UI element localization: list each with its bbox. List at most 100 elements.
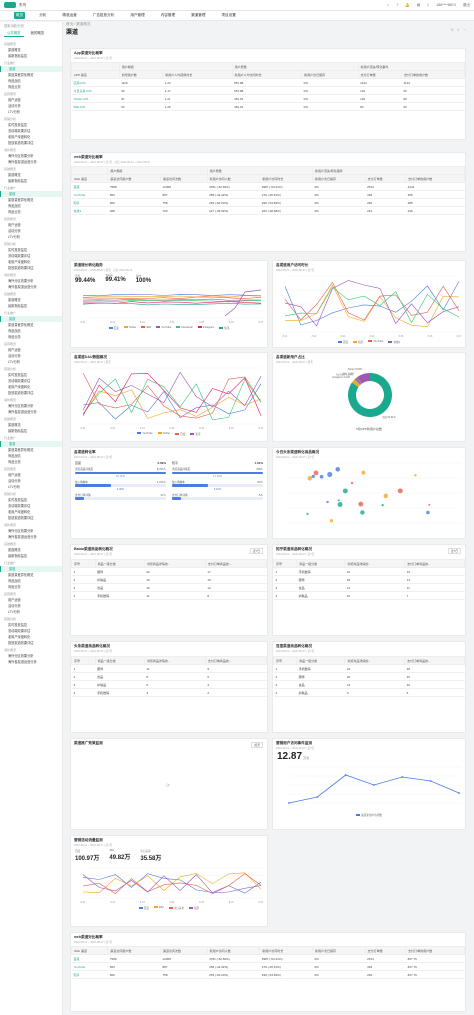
column-header[interactable]: Web 渠道 — [70, 946, 109, 955]
scatter-point[interactable] — [361, 470, 366, 475]
column-header[interactable]: 支付订单的用户数 — [405, 174, 465, 183]
column-header[interactable]: Web 渠道 — [70, 174, 109, 183]
sidebar-item[interactable]: 最新指标监控 — [8, 428, 28, 433]
sidebar-item[interactable]: LTV分析 — [8, 359, 20, 364]
table-row[interactable]: 1 手机数码 21 16 — [273, 567, 465, 576]
sidebar-item[interactable]: 活动分析 — [8, 603, 21, 608]
table-row[interactable]: 应用-iOS 1116 1.23 857.88 0% 1444 1124 — [71, 78, 465, 87]
column-header[interactable]: 渠道访问次数 — [160, 946, 208, 955]
sidebar-item[interactable]: 海外各渠道运营分析 — [8, 659, 37, 664]
tab-public[interactable]: 公共概览 — [4, 29, 24, 37]
table-row[interactable]: 知乎 600 758 253 (-52.20%) 290 (-54.83%) 0% 260 2… — [71, 198, 465, 207]
nav-overview[interactable]: 概览 — [14, 12, 26, 19]
table-row[interactable]: 在线1 468 700 227 (-45.62%) 263 (-48.68%) 0% 212… — [71, 206, 465, 215]
sidebar-item[interactable]: 用户运营 — [8, 97, 21, 102]
exit-link[interactable]: 退出 — [462, 2, 470, 7]
legend-item[interactable]: Twitter — [157, 432, 170, 436]
scatter-point[interactable] — [307, 475, 313, 481]
column-header[interactable]: 新用户访问时长 — [259, 946, 313, 955]
column-header[interactable]: 支付订单量 — [364, 174, 407, 183]
sidebar-item[interactable]: 实时投放监控 — [8, 122, 28, 127]
sidebar-item[interactable]: 海外分区效果分析 — [8, 528, 34, 533]
scatter-point[interactable] — [383, 493, 389, 499]
sidebar-item[interactable]: 活动分析 — [8, 228, 21, 233]
pie-slice[interactable] — [357, 373, 370, 384]
table-row[interactable]: 3 食品 16 12 — [71, 583, 267, 592]
pie-slice[interactable] — [351, 379, 361, 388]
column-header[interactable]: 浏览商品详情的... — [344, 559, 406, 568]
sidebar-item[interactable]: 渠道概览 — [8, 422, 21, 427]
sidebar-item[interactable]: 渠道量差异化概览 — [8, 197, 34, 202]
sidebar-item[interactable]: 商品战绩 — [8, 203, 21, 208]
nav-users[interactable]: 用户管理 — [130, 13, 145, 17]
sidebar-item[interactable]: 渠道 — [0, 191, 62, 197]
column-header[interactable]: 序号 — [272, 656, 298, 665]
scatter-point[interactable] — [313, 470, 319, 476]
help-icon[interactable]: ? — [396, 3, 399, 7]
sidebar-item[interactable]: 老用户深度转化 — [8, 259, 31, 264]
table-row[interactable]: 4 手机数码 3 2 — [71, 688, 267, 697]
column-header[interactable]: 序号 — [71, 559, 96, 568]
table-row[interactable]: 2 护肤品 19 15 — [71, 575, 267, 584]
range-select[interactable]: 近7日 — [249, 548, 263, 554]
sidebar-item[interactable]: 用户运营 — [8, 472, 21, 477]
legend-item[interactable]: iMkt — [141, 326, 151, 330]
scatter-point[interactable] — [326, 500, 329, 504]
sidebar-item[interactable]: 渠道量差异化概览 — [8, 572, 34, 577]
sidebar-item[interactable]: 最新指标监控 — [8, 303, 28, 308]
sidebar-item[interactable]: 实时投放监控 — [8, 247, 28, 252]
refresh-icon[interactable]: ↻ — [450, 28, 454, 32]
column-header[interactable]: 浏览商品详情的... — [143, 656, 206, 665]
sidebar-item[interactable]: 商品战绩 — [8, 578, 21, 583]
sidebar-item[interactable]: 海外分区效果分析 — [8, 153, 34, 158]
legend-item[interactable]: 在线1 — [388, 340, 400, 344]
sidebar-item[interactable]: 老用户深度转化 — [8, 134, 31, 139]
sidebar-item[interactable]: 活动分析 — [8, 353, 21, 358]
table-row[interactable]: 1 服饰 22 17 — [71, 567, 267, 576]
sidebar-item[interactable]: 用户运营 — [8, 347, 21, 352]
sidebar-item[interactable]: 渠道量差异化概览 — [8, 322, 34, 327]
table-row[interactable]: 3 食品 14 11 — [273, 583, 465, 592]
sidebar-item[interactable]: 商品战绩 — [8, 328, 21, 333]
column-header[interactable]: 支付订单商品的... — [204, 559, 268, 568]
sidebar-item[interactable]: 商品业务 — [8, 584, 21, 589]
column-header[interactable]: APP 渠道 — [71, 70, 120, 79]
table-row[interactable]: 4 护肤品 9 6 — [273, 688, 465, 697]
sidebar-item[interactable]: 渠道 — [0, 441, 62, 447]
sidebar-item[interactable]: 渠道量差异化概览 — [8, 72, 34, 77]
column-header[interactable]: 商品一级分类 — [94, 656, 145, 665]
tab-mine[interactable]: 我的概览 — [30, 31, 45, 35]
sidebar-item[interactable]: LTV分析 — [8, 484, 20, 489]
scatter-point[interactable] — [311, 474, 315, 479]
table-row[interactable]: 百度 7588 12068 3781 (-52.66%) 6987 (-53.21%) 0… — [71, 182, 465, 191]
table-row[interactable]: 3 护肤品 5 4 — [71, 680, 267, 689]
sidebar-search[interactable]: 搜索功能/分析 — [4, 24, 25, 28]
scatter-point[interactable] — [414, 474, 417, 477]
legend-item[interactable]: 知乎 — [189, 906, 199, 910]
table-row[interactable]: 1 服饰 11 9 — [71, 664, 267, 673]
column-header[interactable]: 新用户次日留存 — [311, 174, 366, 183]
share-icon[interactable]: ⇪ — [456, 28, 460, 32]
column-header[interactable]: 渠道访问次数 — [160, 174, 208, 183]
scatter-point[interactable] — [426, 510, 430, 515]
column-header[interactable]: 商品一级分类 — [94, 559, 145, 568]
column-header[interactable]: 新用户人均使用时长 — [162, 70, 233, 79]
legend-item[interactable]: 百度 — [175, 432, 185, 436]
sidebar-item[interactable]: 流动端效果评估 — [8, 253, 31, 258]
sidebar-item[interactable]: 活动分析 — [8, 103, 21, 108]
scatter-point[interactable] — [337, 499, 340, 502]
column-header[interactable]: 新用户人均访问时长 — [231, 70, 303, 79]
sidebar-item[interactable]: LTV分析 — [8, 609, 20, 614]
sidebar-item[interactable]: 商品业务 — [8, 334, 21, 339]
sidebar-item[interactable]: 用户运营 — [8, 222, 21, 227]
scatter-point[interactable] — [335, 467, 340, 472]
table-row[interactable]: YouTube 503 887 258 (-42.32%) 279 (-45.61%) 0… — [71, 962, 465, 971]
scatter-point[interactable] — [327, 471, 333, 477]
column-header[interactable]: 新用户访问时长 — [259, 174, 313, 183]
column-header[interactable]: 商品一级分类 — [296, 656, 346, 665]
table-row[interactable]: 2 食品 8 6 — [71, 672, 267, 681]
scatter-point[interactable] — [337, 501, 343, 507]
scatter-point[interactable] — [358, 501, 364, 507]
column-header[interactable]: 支付订单量 — [357, 70, 402, 79]
sidebar-item[interactable]: 老用户深度转化 — [8, 384, 31, 389]
